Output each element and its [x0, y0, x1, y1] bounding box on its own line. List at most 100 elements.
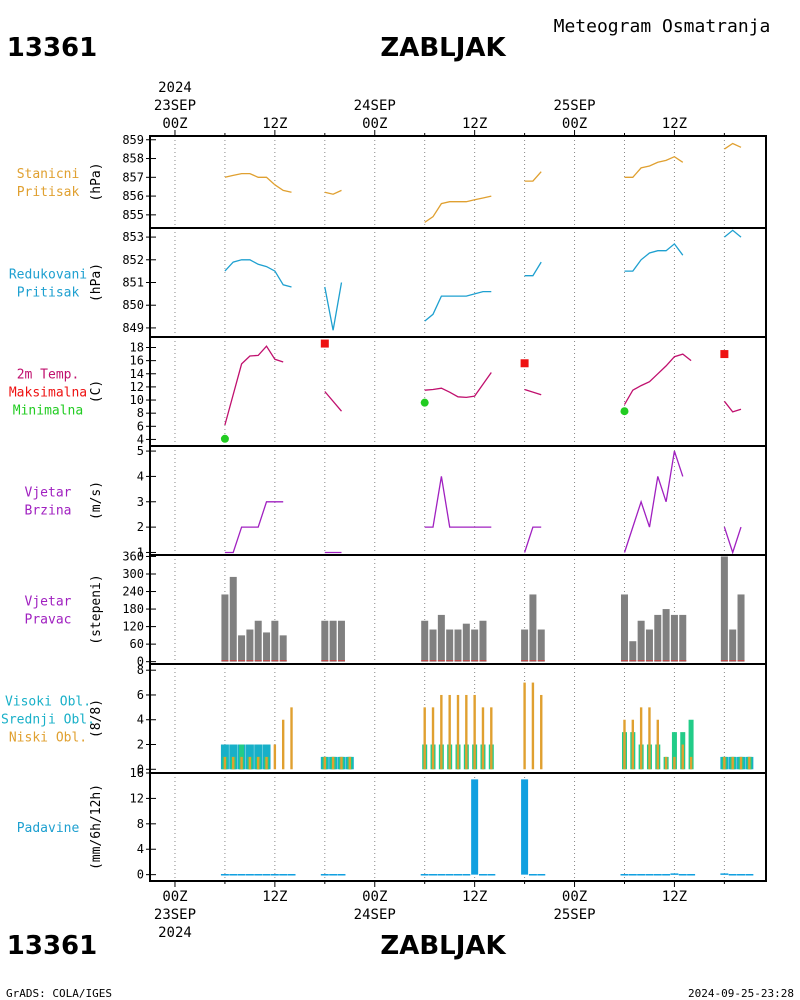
series-line	[724, 142, 742, 150]
param-label: Pritisak	[17, 286, 80, 301]
low-cloud-bar	[473, 694, 476, 770]
y-tick-label: 855	[122, 208, 144, 222]
y-tick-label: 849	[122, 321, 144, 335]
series-line	[224, 259, 292, 288]
low-cloud-bar	[431, 707, 435, 770]
y-tick-label: 8	[137, 406, 144, 420]
series-line	[623, 450, 684, 553]
precip-bar	[429, 874, 438, 876]
wind-dir-bar	[337, 620, 345, 662]
timestamp-text: 2024-09-25-23:28	[688, 987, 794, 1000]
low-cloud-bar	[273, 744, 277, 770]
param-label: Srednji Obl.	[1, 713, 95, 728]
series-line	[424, 372, 492, 399]
precip-bar	[662, 874, 671, 876]
y-tick-label: 6	[137, 688, 144, 702]
unit-label: (8/8)	[89, 699, 104, 738]
y-tick-label: 180	[122, 602, 144, 616]
panel-frame	[149, 336, 767, 447]
time-label: 12Z	[662, 889, 687, 905]
series-line	[524, 261, 542, 277]
low-cloud-bar	[648, 707, 651, 770]
param-label: Stanicni	[17, 167, 80, 182]
low-cloud-bar	[290, 707, 293, 770]
station-name-bottom: ZABLJAK	[380, 931, 506, 961]
series-line	[324, 189, 342, 195]
precip-bar	[620, 874, 629, 876]
precip-bar	[720, 873, 729, 875]
unit-label: (m/s)	[89, 481, 104, 520]
date-label: 24SEP	[354, 98, 396, 114]
panel-p4: 1 2 3 4 5 (m/s) Vjetar Brzina	[25, 444, 767, 559]
precip-bar	[320, 874, 329, 876]
panel-frame	[149, 135, 767, 229]
y-tick-label: 859	[122, 133, 144, 147]
wind-dir-bar	[263, 632, 271, 662]
y-tick-label: 16	[130, 766, 144, 780]
low-cloud-bar	[423, 707, 426, 770]
wind-dir-bar	[421, 620, 429, 662]
series-line	[424, 476, 492, 528]
panel-p7: 0 4 8 12 16 (mm/6h/12h) Padavine	[17, 766, 767, 882]
series-line	[424, 290, 492, 322]
wind-dir-bar	[637, 620, 645, 662]
y-tick-label: 850	[122, 298, 144, 312]
y-tick-label: 16	[130, 354, 144, 368]
station-id-top: 13361	[7, 33, 97, 63]
wind-dir-bar	[429, 629, 437, 662]
wind-dir-bar	[679, 614, 687, 662]
wind-dir-bar	[670, 614, 678, 662]
y-tick-label: 12	[130, 791, 144, 805]
panel-p1: 855 856 857 858 859 (hPa) Stanicni Pritisak	[17, 133, 767, 229]
series-line	[224, 501, 284, 554]
time-label: 12Z	[262, 116, 287, 132]
precip-bar	[262, 874, 271, 876]
low-cloud-bar	[265, 756, 268, 770]
precip-bar	[687, 874, 696, 876]
station-name-top: ZABLJAK	[380, 33, 506, 63]
low-cloud-bar	[232, 756, 235, 770]
panels-group: 855856857858859(hPa)StanicniPritisak8498…	[1, 133, 767, 882]
unit-label: (stepeni)	[89, 574, 104, 644]
low-cloud-bar	[723, 756, 726, 770]
low-cloud-bar	[748, 756, 751, 770]
param-label: Pritisak	[17, 185, 80, 200]
panel-frame	[149, 772, 767, 882]
y-tick-label: 18	[130, 341, 144, 355]
precip-bar	[237, 874, 246, 876]
tmin-marker	[420, 398, 429, 407]
precip-bar	[628, 874, 637, 876]
precip-bar	[745, 874, 754, 876]
precip-bar	[337, 874, 346, 876]
low-cloud-bar	[281, 719, 285, 770]
y-tick-label: 2	[137, 738, 144, 752]
panel-p2: 849 850 851 852 853 (hPa)Redukovani Pritisak	[9, 227, 767, 338]
time-label: 00Z	[362, 116, 387, 132]
y-tick-label: 120	[122, 620, 144, 634]
param-label: Padavine	[17, 821, 80, 836]
y-tick-label: 4	[137, 432, 144, 446]
precip-bar	[471, 779, 479, 875]
y-tick-label: 1	[137, 545, 144, 559]
wind-dir-bar	[446, 629, 454, 662]
precip-bar	[270, 874, 279, 876]
y-tick-label: 0	[137, 762, 144, 776]
wind-dir-bar	[529, 594, 537, 662]
time-label: 00Z	[162, 116, 187, 132]
precip-bar	[645, 874, 654, 876]
param-label: Vjetar	[25, 595, 72, 610]
date-label: 23SEP	[154, 98, 196, 114]
low-cloud-bar	[323, 756, 327, 770]
y-tick-label: 856	[122, 189, 144, 203]
time-label: 00Z	[562, 116, 587, 132]
low-cloud-bar	[531, 682, 535, 770]
precip-bar	[521, 779, 529, 875]
wind-dir-bar	[329, 620, 337, 662]
wind-dir-bar	[238, 635, 246, 662]
unit-label: (hPa)	[89, 162, 104, 201]
year-label: 2024	[158, 925, 192, 941]
y-tick-label: 3	[137, 495, 144, 509]
series-line	[524, 171, 542, 182]
y-tick-label: 5	[137, 444, 144, 458]
date-label: 24SEP	[354, 907, 396, 923]
